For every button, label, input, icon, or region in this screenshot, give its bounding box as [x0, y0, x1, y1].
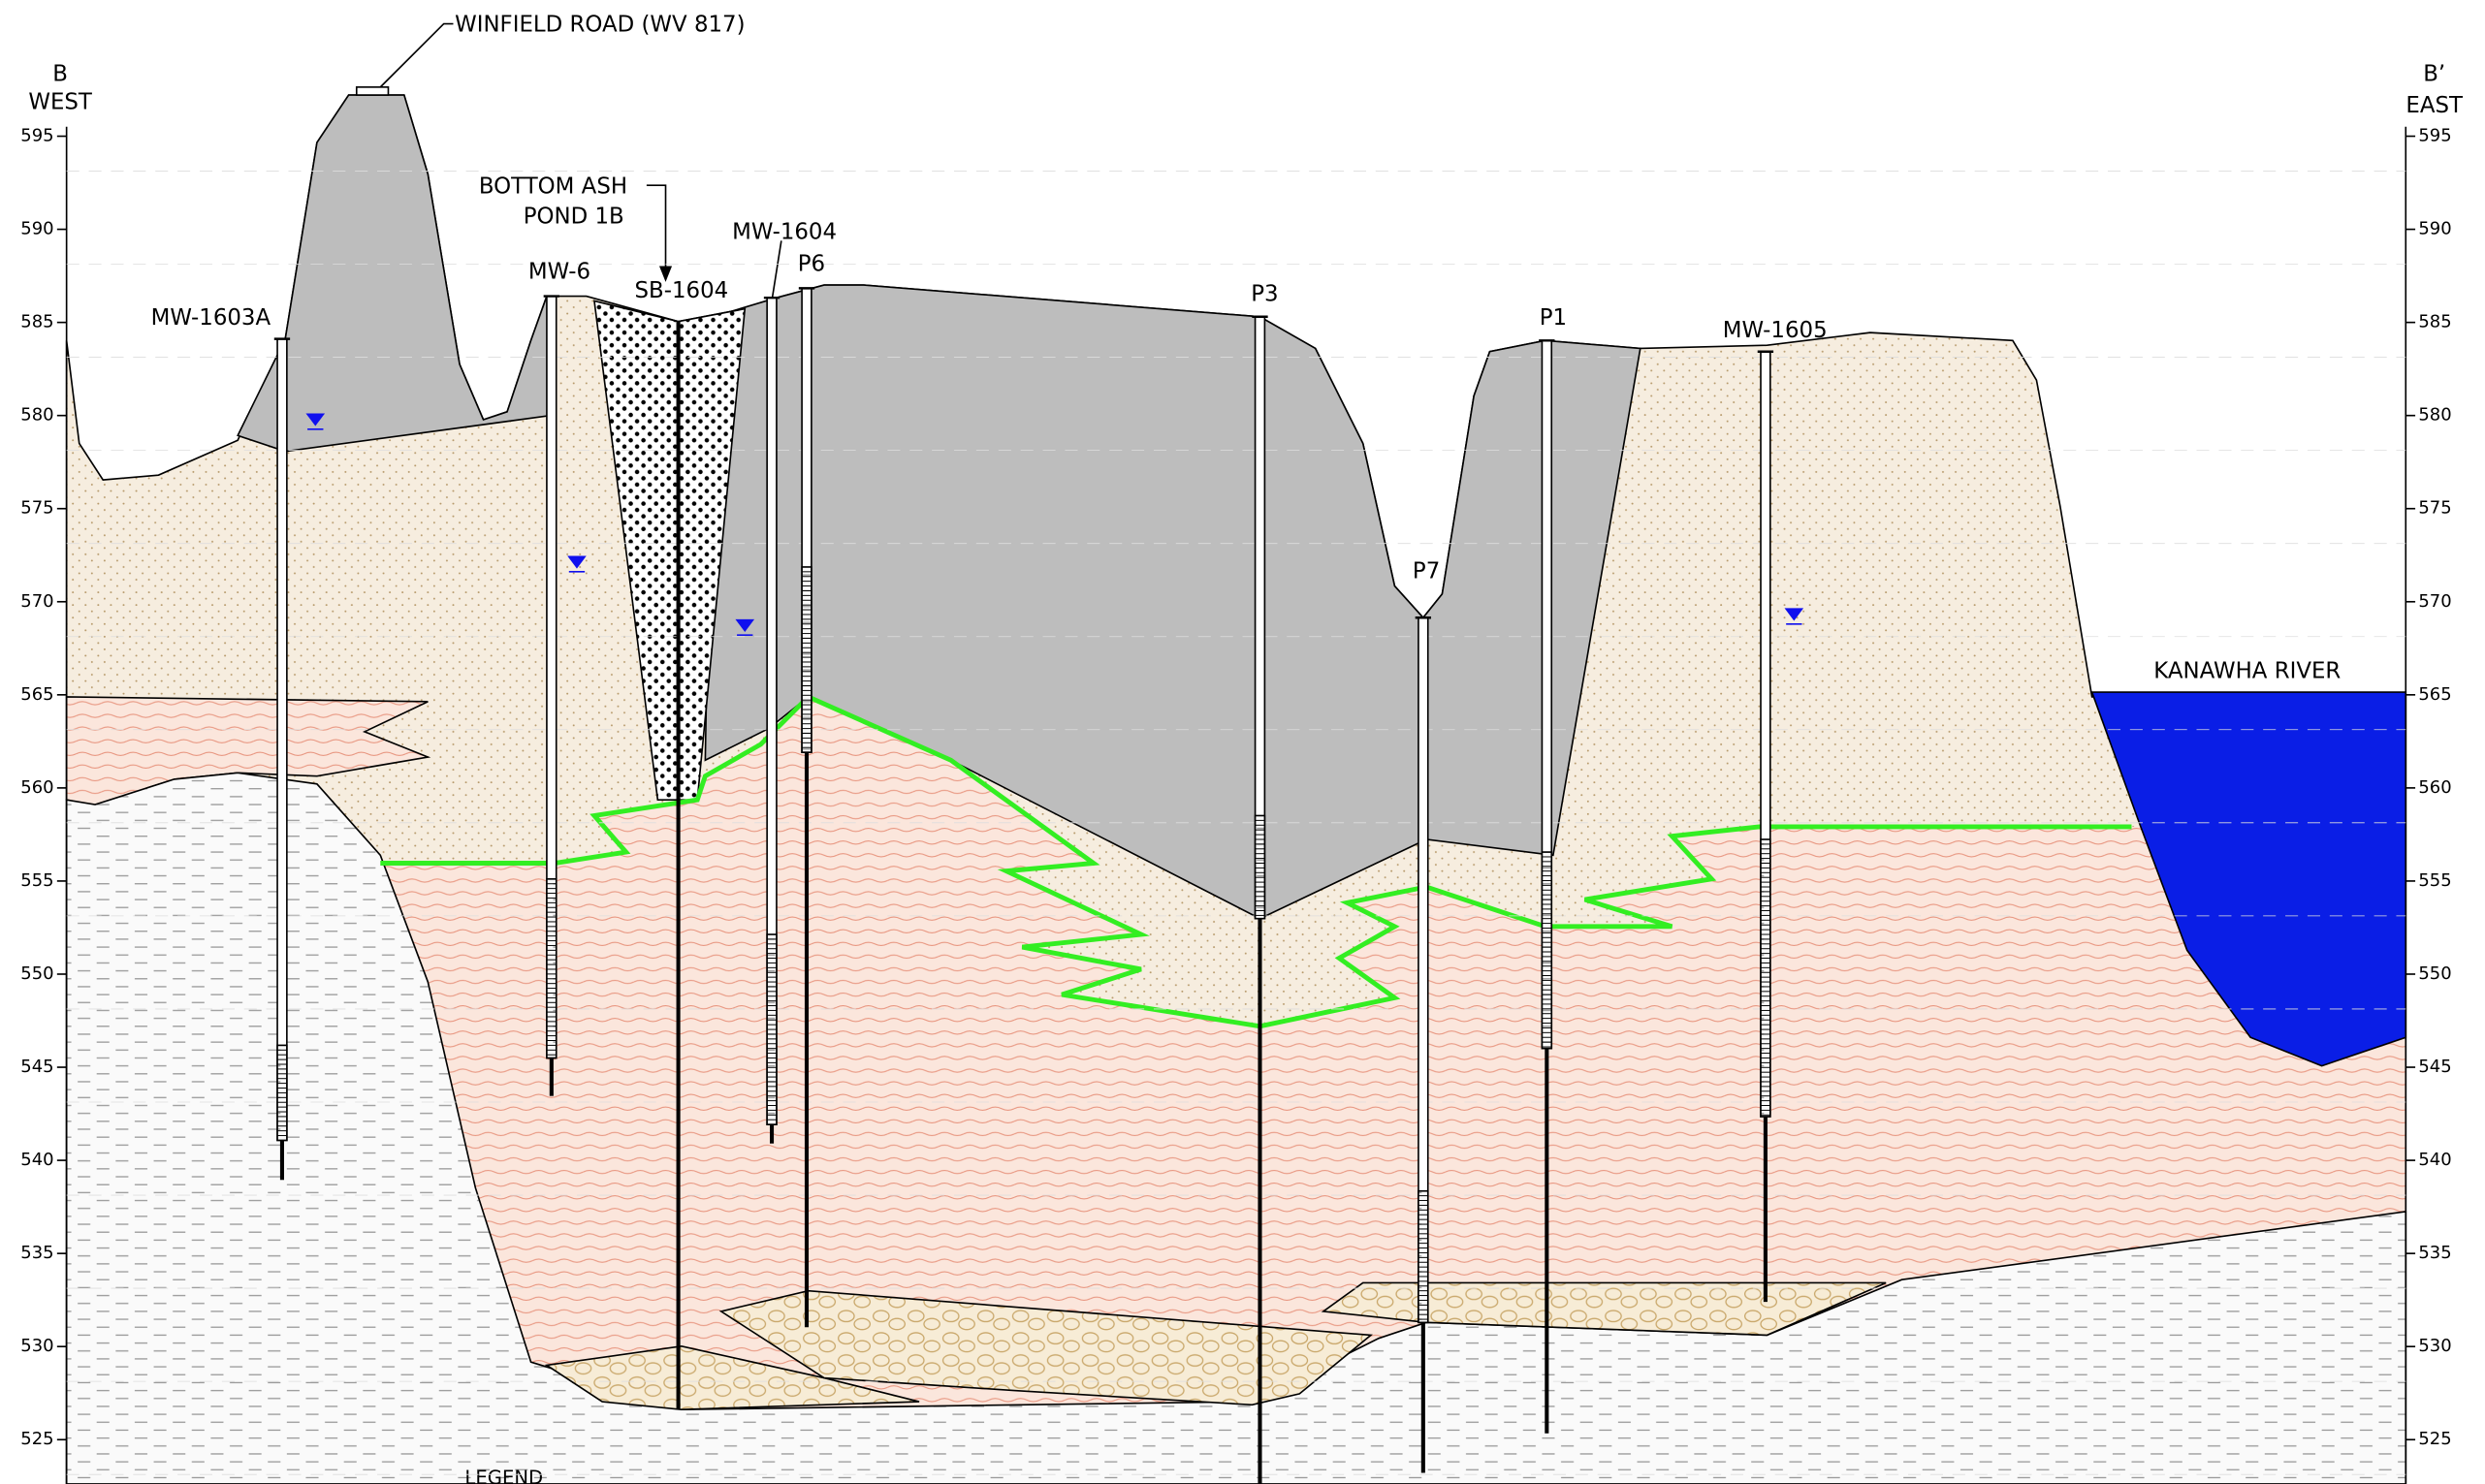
- tick-label: 565: [20, 684, 53, 705]
- leader: [647, 185, 666, 272]
- tick-label: 575: [2418, 498, 2451, 519]
- pond-label: BOTTOM ASH: [479, 174, 627, 199]
- leader: [772, 240, 781, 300]
- tick-label: 580: [2418, 405, 2451, 426]
- screen: [802, 567, 812, 752]
- tick-label: 570: [2418, 591, 2451, 612]
- tick-label: 585: [2418, 312, 2451, 332]
- tick-label: 590: [20, 219, 53, 239]
- screen: [1542, 852, 1551, 1049]
- west-label: WEST: [28, 90, 93, 115]
- road-marker: [357, 87, 389, 95]
- cross-section: WINFIELD ROAD (WV 817) B WEST B’ EAST BO…: [0, 0, 2485, 1484]
- tick-label: 540: [20, 1150, 53, 1170]
- tick-label: 525: [20, 1429, 53, 1449]
- casing: [277, 339, 287, 1141]
- east-label: EAST: [2405, 93, 2464, 118]
- tick-label: 560: [20, 777, 53, 798]
- well-label: SB-1604: [635, 278, 729, 303]
- well-label: MW-1604: [732, 220, 837, 245]
- road-label: WINFIELD ROAD (WV 817): [455, 13, 745, 38]
- tick-label: 555: [2418, 870, 2451, 891]
- screen: [1761, 839, 1770, 1117]
- tick-label: 525: [2418, 1429, 2451, 1449]
- tick-label: 585: [20, 312, 53, 332]
- tick-label: 550: [2418, 963, 2451, 984]
- well-label: MW-1603A: [151, 305, 271, 331]
- tick-label: 560: [2418, 777, 2451, 798]
- east-letter: B’: [2423, 61, 2445, 86]
- tick-label: 550: [20, 963, 53, 984]
- tick-label: 530: [2418, 1336, 2451, 1356]
- tick-label: 570: [20, 591, 53, 612]
- tick-label: 575: [20, 498, 53, 519]
- leader: [380, 24, 453, 87]
- page: WINFIELD ROAD (WV 817) B WEST B’ EAST BO…: [0, 0, 2485, 1484]
- well-label: P7: [1413, 558, 1440, 584]
- tick-label: 545: [2418, 1057, 2451, 1077]
- tick-label: 595: [20, 126, 53, 146]
- legend-label: LEGEND: [464, 1467, 543, 1484]
- strata: [67, 95, 2406, 1484]
- well-label: P6: [798, 251, 825, 276]
- well-label: MW-1605: [1723, 318, 1828, 343]
- well-label: MW-6: [528, 260, 590, 285]
- tick-label: 545: [20, 1057, 53, 1077]
- west-letter: B: [52, 61, 68, 86]
- tick-label: 535: [20, 1243, 53, 1263]
- well-label: P1: [1540, 305, 1567, 331]
- tick-label: 565: [2418, 684, 2451, 705]
- tick-label: 555: [20, 870, 53, 891]
- river-label: KANAWHA RIVER: [2153, 658, 2341, 683]
- tick-label: 595: [2418, 126, 2451, 146]
- tick-label: 580: [20, 405, 53, 426]
- screen: [1256, 815, 1265, 918]
- well-label: P3: [1251, 281, 1278, 306]
- tick-label: 535: [2418, 1243, 2451, 1263]
- pond-label: POND 1B: [524, 204, 624, 229]
- tick-label: 540: [2418, 1150, 2451, 1170]
- tick-label: 530: [20, 1336, 53, 1356]
- screen: [1418, 1191, 1428, 1323]
- tick-label: 590: [2418, 219, 2451, 239]
